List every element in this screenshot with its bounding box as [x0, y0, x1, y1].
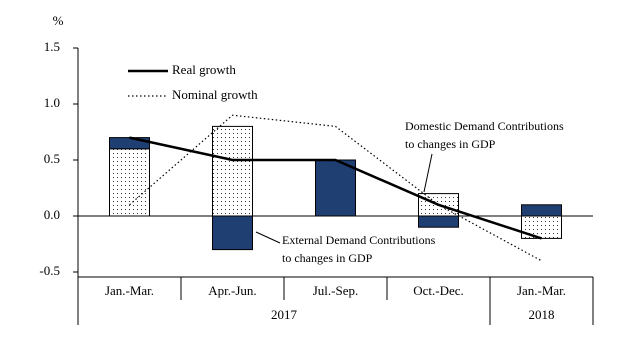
line — [129, 136, 542, 240]
bar — [212, 125, 253, 217]
x-tick-label: Apr.-Jun. — [208, 283, 256, 298]
annotation: to changes in GDP — [282, 251, 373, 265]
annotation: External Demand Contributions — [282, 233, 436, 247]
y-tick-label: 1.0 — [44, 95, 60, 110]
annotation: Domestic Demand Contributions — [405, 119, 564, 133]
line — [129, 114, 542, 262]
legend-label: Nominal growth — [172, 87, 258, 102]
annotation: to changes in GDP — [405, 137, 496, 151]
group-label: 2018 — [529, 307, 555, 322]
bar — [418, 215, 459, 228]
x-tick-label: Jan.-Mar. — [517, 283, 566, 298]
bar — [521, 204, 562, 217]
legend-label: Real growth — [172, 62, 236, 77]
x-tick-label: Jan.-Mar. — [105, 283, 154, 298]
y-tick-label: 1.5 — [44, 39, 60, 54]
bar — [109, 148, 150, 217]
y-tick-label: -0.5 — [39, 263, 60, 278]
bar — [212, 215, 253, 251]
group-label: 2017 — [271, 307, 298, 322]
bar — [315, 159, 356, 217]
annotation-pointer — [255, 231, 281, 244]
x-tick-label: Oct.-Dec. — [413, 283, 464, 298]
x-tick-label: Jul.-Sep. — [313, 283, 359, 298]
bar — [109, 137, 150, 150]
annotation-pointer — [423, 153, 433, 193]
y-tick-label: 0.0 — [44, 207, 60, 222]
y-unit: % — [53, 13, 64, 28]
y-tick-label: 0.5 — [44, 151, 60, 166]
